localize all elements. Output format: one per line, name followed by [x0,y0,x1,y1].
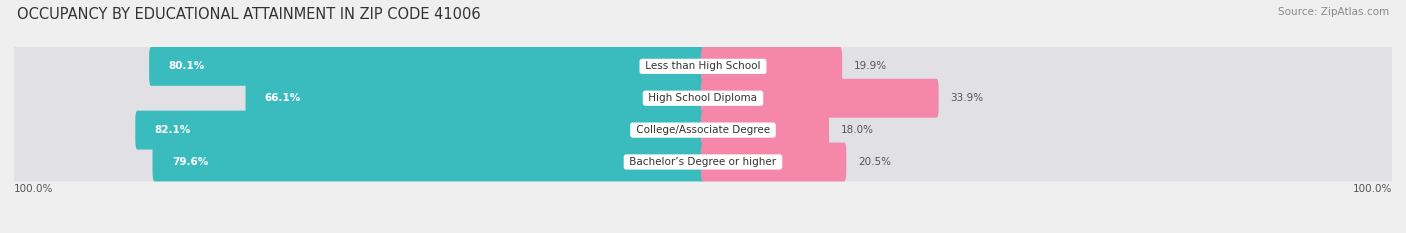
Text: Bachelor’s Degree or higher: Bachelor’s Degree or higher [626,157,780,167]
Text: 66.1%: 66.1% [264,93,301,103]
FancyBboxPatch shape [149,47,704,86]
Text: 19.9%: 19.9% [853,61,887,71]
Text: 82.1%: 82.1% [155,125,191,135]
FancyBboxPatch shape [702,47,842,86]
FancyBboxPatch shape [13,79,1393,118]
Text: Less than High School: Less than High School [643,61,763,71]
FancyBboxPatch shape [135,111,704,150]
Text: High School Diploma: High School Diploma [645,93,761,103]
Text: 18.0%: 18.0% [841,125,873,135]
Text: 20.5%: 20.5% [858,157,891,167]
FancyBboxPatch shape [13,47,1393,86]
FancyBboxPatch shape [702,111,830,150]
Text: 100.0%: 100.0% [14,184,53,194]
Text: College/Associate Degree: College/Associate Degree [633,125,773,135]
FancyBboxPatch shape [13,111,1393,150]
FancyBboxPatch shape [702,143,846,182]
FancyBboxPatch shape [152,143,704,182]
Text: 79.6%: 79.6% [172,157,208,167]
Text: 100.0%: 100.0% [1353,184,1392,194]
Text: 80.1%: 80.1% [169,61,205,71]
Text: 33.9%: 33.9% [950,93,983,103]
Legend: Owner-occupied, Renter-occupied: Owner-occupied, Renter-occupied [588,231,818,233]
FancyBboxPatch shape [246,79,704,118]
Text: OCCUPANCY BY EDUCATIONAL ATTAINMENT IN ZIP CODE 41006: OCCUPANCY BY EDUCATIONAL ATTAINMENT IN Z… [17,7,481,22]
FancyBboxPatch shape [13,143,1393,182]
Text: Source: ZipAtlas.com: Source: ZipAtlas.com [1278,7,1389,17]
FancyBboxPatch shape [702,79,939,118]
